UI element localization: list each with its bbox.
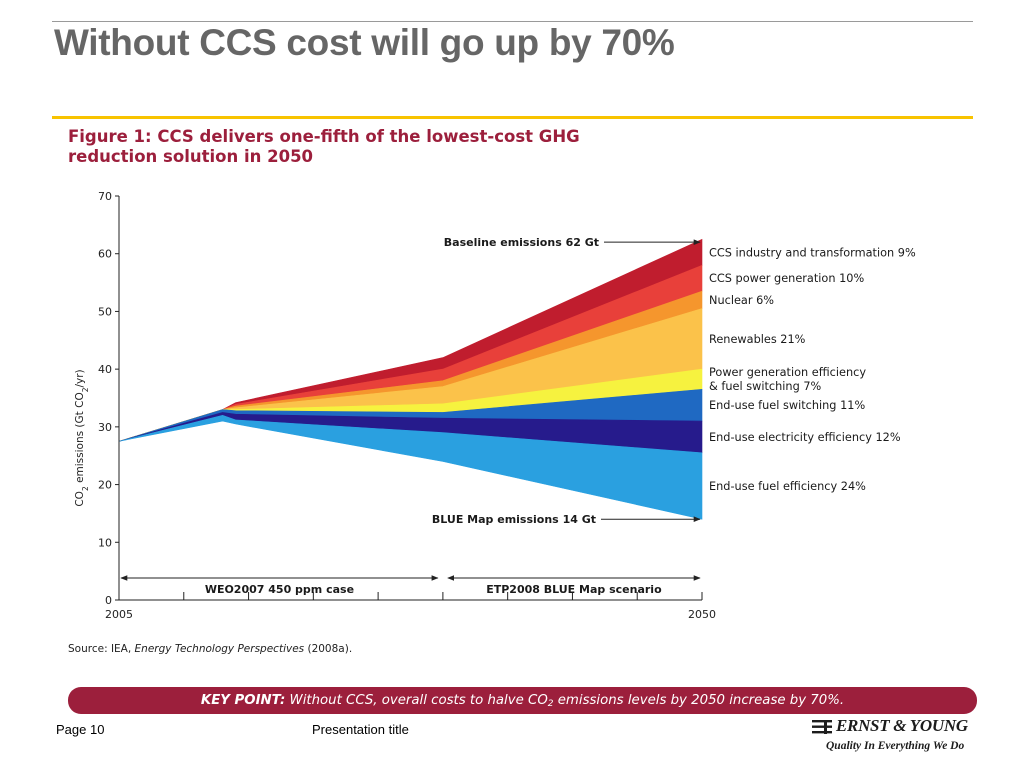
phase-label: ETP2008 BLUE Map scenario (486, 583, 662, 596)
x-tick-label: 2005 (105, 608, 133, 621)
band-label-4: Renewables 21% (709, 333, 806, 346)
band-label-8: End-use fuel efficiency 24% (709, 480, 866, 493)
figure-title-line2: reduction solution in 2050 (68, 147, 314, 166)
source-label: Source: (68, 643, 108, 655)
key-point-text-pre: Without CCS, overall costs to halve CO (285, 693, 548, 708)
figure-source: Source: IEA, Energy Technology Perspecti… (68, 643, 352, 655)
company-logo: ERNST & YOUNG Quality In Everything We D… (812, 716, 982, 756)
y-tick-label: 30 (98, 421, 112, 434)
band-label-6: End-use fuel switching 11% (709, 399, 865, 412)
top-rule (52, 21, 973, 22)
slide-title: Without CCS cost will go up by 70% (54, 22, 675, 63)
band-label-1: CCS industry and transformation 9% (709, 246, 916, 259)
logo-tagline: Quality In Everything We Do (826, 740, 965, 752)
key-point-banner: KEY POINT: Without CCS, overall costs to… (68, 687, 977, 714)
figure-title: Figure 1: CCS delivers one-fifth of the … (68, 127, 768, 167)
key-point-subscript: 2 (547, 699, 554, 709)
annotation-label: BLUE Map emissions 14 Gt (432, 513, 596, 526)
band-label-7: End-use electricity efficiency 12% (709, 431, 901, 444)
source-publisher: IEA, (107, 643, 135, 655)
phase-label: WEO2007 450 ppm case (205, 583, 354, 596)
source-publication: Energy Technology Perspectives (134, 643, 305, 655)
title-underline (52, 116, 973, 119)
source-year: (2008a). (304, 643, 353, 655)
band-label-2: CCS power generation 10% (709, 272, 864, 285)
y-axis-title-part: emissions (Gt CO (74, 392, 86, 486)
y-tick-label: 20 (98, 479, 112, 492)
y-tick-label: 60 (98, 248, 112, 261)
y-axis-title-part: /yr) (74, 369, 86, 387)
y-tick-label: 40 (98, 363, 112, 376)
y-tick-label: 10 (98, 536, 112, 549)
y-axis-title-part: 2 (81, 486, 90, 491)
x-tick-label: 2050 (688, 608, 716, 621)
footer-presentation-title: Presentation title (312, 722, 409, 737)
footer-page-number: Page 10 (56, 722, 105, 737)
key-point-text-post: emissions levels by 2050 increase by 70%… (553, 693, 845, 708)
y-axis-title-part: 2 (81, 387, 90, 392)
band-label-3: Nuclear 6% (709, 294, 774, 307)
logo-bars-icon (812, 720, 832, 734)
key-point-label: KEY POINT: (200, 693, 286, 708)
y-tick-label: 50 (98, 305, 112, 318)
band-label-5: Power generation efficiency (709, 366, 866, 379)
y-tick-label: 70 (98, 190, 112, 203)
y-axis-title-part: CO (74, 491, 86, 507)
area-band-8 (118, 414, 703, 520)
y-tick-label: 0 (105, 594, 112, 607)
logo-wordmark: ERNST & YOUNG (836, 716, 968, 735)
band-label-5: & fuel switching 7% (709, 380, 822, 393)
y-axis-title: CO2 emissions (Gt CO2/yr) (74, 369, 90, 506)
annotation-label: Baseline emissions 62 Gt (444, 236, 599, 249)
figure-title-line1: Figure 1: CCS delivers one-fifth of the … (68, 127, 580, 146)
